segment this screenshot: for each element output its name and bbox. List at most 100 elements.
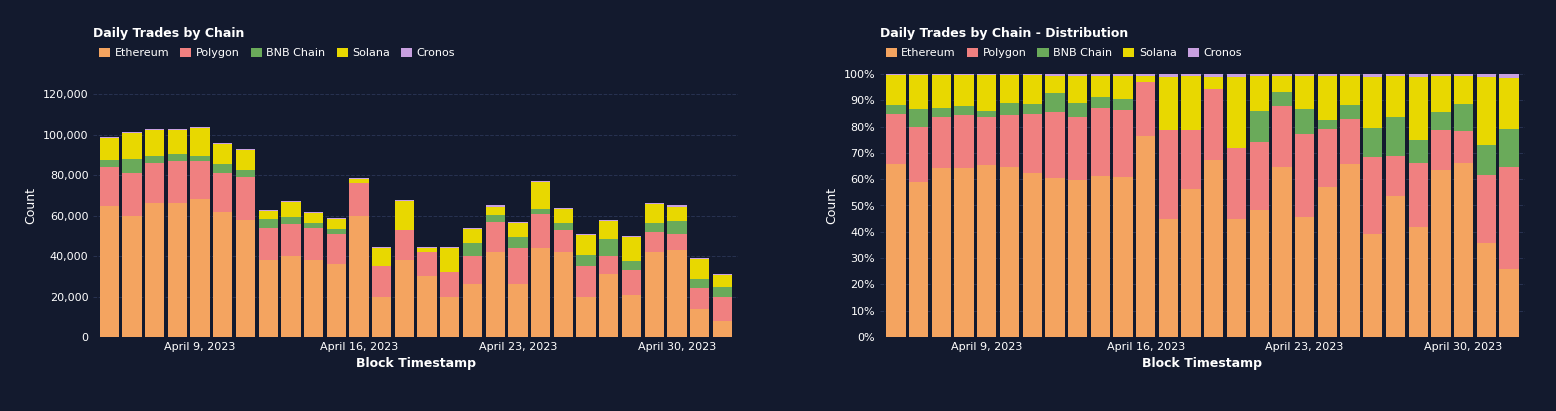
Bar xyxy=(1067,104,1088,117)
Bar xyxy=(1001,75,1019,103)
Bar xyxy=(1340,74,1360,76)
Bar xyxy=(1022,173,1043,337)
Bar xyxy=(1159,130,1178,219)
Bar xyxy=(1159,74,1178,77)
Bar xyxy=(213,212,232,337)
Bar xyxy=(599,274,618,337)
Bar xyxy=(1136,76,1156,82)
Bar xyxy=(954,115,974,169)
Bar xyxy=(909,127,929,182)
Bar xyxy=(1295,76,1315,109)
Bar xyxy=(145,163,165,203)
Bar xyxy=(1136,136,1156,337)
Bar xyxy=(1408,76,1428,140)
Bar xyxy=(1340,119,1360,164)
Bar xyxy=(303,228,324,260)
Bar xyxy=(954,169,974,337)
X-axis label: Block Timestamp: Block Timestamp xyxy=(356,358,476,370)
Bar xyxy=(1249,142,1268,210)
Bar xyxy=(462,284,482,337)
Bar xyxy=(1204,89,1223,160)
Bar xyxy=(977,111,996,117)
Bar xyxy=(282,203,300,217)
Bar xyxy=(531,248,551,337)
Bar xyxy=(554,252,573,337)
Bar xyxy=(1273,106,1291,167)
Bar xyxy=(1500,129,1519,167)
Bar xyxy=(668,221,686,234)
Bar xyxy=(509,237,527,248)
Bar xyxy=(327,264,345,337)
Bar xyxy=(1046,178,1064,337)
Bar xyxy=(1204,160,1223,337)
Bar xyxy=(932,75,951,109)
Bar xyxy=(1453,76,1474,104)
Bar xyxy=(1001,115,1019,167)
Bar xyxy=(1318,120,1337,129)
Bar xyxy=(350,179,369,183)
Bar xyxy=(1273,92,1291,106)
Bar xyxy=(622,237,641,261)
Bar xyxy=(932,109,951,118)
Bar xyxy=(327,229,345,234)
Bar xyxy=(932,118,951,169)
Bar xyxy=(1022,74,1043,75)
Bar xyxy=(440,247,459,248)
Bar xyxy=(282,217,300,224)
Text: Daily Trades by Chain: Daily Trades by Chain xyxy=(93,27,244,39)
Bar xyxy=(1226,77,1246,148)
Bar xyxy=(485,222,504,252)
Text: Daily Trades by Chain - Distribution: Daily Trades by Chain - Distribution xyxy=(881,27,1128,39)
Bar xyxy=(462,256,482,284)
Bar xyxy=(1181,130,1201,189)
Bar xyxy=(1386,156,1405,196)
Bar xyxy=(237,150,255,170)
Bar xyxy=(713,275,731,287)
Bar xyxy=(1432,170,1450,337)
Bar xyxy=(509,248,527,284)
Bar xyxy=(576,234,596,235)
Bar xyxy=(531,208,551,214)
Bar xyxy=(1091,74,1109,76)
Bar xyxy=(599,256,618,274)
Bar xyxy=(1318,187,1337,337)
Bar xyxy=(1067,117,1088,180)
Bar xyxy=(622,236,641,237)
Bar xyxy=(509,284,527,337)
Bar xyxy=(1067,180,1088,337)
Bar xyxy=(1363,157,1382,234)
Bar xyxy=(303,212,324,223)
Bar xyxy=(531,214,551,248)
Bar xyxy=(258,228,279,260)
Bar xyxy=(644,223,664,232)
Bar xyxy=(145,156,165,163)
Bar xyxy=(887,164,906,337)
Bar xyxy=(350,183,369,216)
Bar xyxy=(327,219,345,229)
Bar xyxy=(417,248,437,252)
Bar xyxy=(1432,130,1450,170)
Bar xyxy=(1477,145,1495,175)
Bar xyxy=(689,279,710,289)
Bar xyxy=(1067,76,1088,104)
Bar xyxy=(145,203,165,337)
Bar xyxy=(1046,74,1064,76)
Bar xyxy=(977,75,996,111)
Bar xyxy=(622,270,641,295)
Bar xyxy=(485,206,504,215)
Bar xyxy=(1001,103,1019,115)
Bar xyxy=(1500,74,1519,78)
Bar xyxy=(1363,74,1382,76)
Bar xyxy=(554,230,573,252)
Bar xyxy=(689,309,710,337)
Bar xyxy=(100,160,118,167)
Bar xyxy=(1114,176,1133,337)
Bar xyxy=(713,287,731,297)
Bar xyxy=(168,154,187,161)
Bar xyxy=(440,248,459,272)
Bar xyxy=(1318,76,1337,120)
Bar xyxy=(1432,76,1450,112)
Bar xyxy=(1500,167,1519,269)
Bar xyxy=(213,144,232,164)
Bar xyxy=(190,161,210,199)
